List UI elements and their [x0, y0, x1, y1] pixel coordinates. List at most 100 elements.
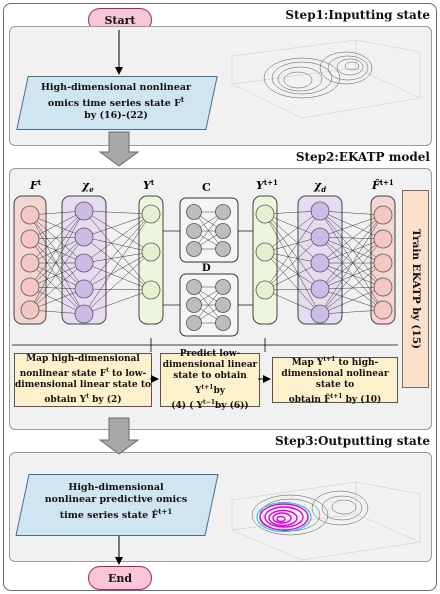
node-cd2-1	[186, 297, 202, 313]
connection	[83, 288, 152, 291]
output-line-1: High-dimensional	[68, 482, 164, 493]
connection	[83, 251, 152, 315]
connection	[319, 214, 384, 315]
connection	[83, 213, 152, 290]
connection	[319, 286, 384, 290]
output-sup: t+1	[158, 507, 173, 516]
input-line-2: omics time series state F	[47, 98, 181, 110]
node-cd2-2	[186, 315, 202, 331]
connection	[319, 262, 384, 311]
node-l5-2	[373, 253, 393, 273]
ekatp-network	[13, 195, 396, 337]
connection	[29, 210, 85, 311]
node-l5-0	[373, 205, 393, 225]
node-l4-2	[310, 253, 330, 273]
block-arrow-1	[98, 131, 140, 167]
box2-line-3: state to obtain Y	[173, 370, 247, 396]
connection	[264, 213, 321, 264]
connection	[29, 214, 85, 238]
connection	[83, 236, 152, 291]
connection	[29, 210, 85, 288]
node-l3-0	[255, 204, 275, 224]
connection	[83, 213, 152, 238]
connection	[83, 210, 152, 215]
box3-sup-1: t+1	[323, 356, 336, 363]
connection	[319, 236, 384, 288]
label-yt: Yt	[143, 178, 155, 192]
connection	[319, 210, 384, 216]
label-yt1: Yt+1	[256, 178, 278, 192]
end-label: End	[107, 571, 133, 585]
node-l2-1	[141, 242, 161, 262]
connection	[29, 262, 85, 290]
connection	[29, 238, 85, 264]
box1-sup-2: t	[86, 393, 89, 400]
connection	[29, 262, 85, 315]
train-ekatp-box: Train EKATP by (15)	[402, 190, 429, 388]
box3-sup-2: t+1	[330, 393, 343, 400]
connection	[29, 214, 85, 264]
box1-line-3: to low-	[112, 369, 147, 379]
box3-line-1: Map Y	[291, 358, 324, 368]
connection	[83, 210, 152, 253]
connection	[264, 251, 321, 290]
node-l3-2	[255, 280, 275, 300]
node-l1-3	[74, 279, 94, 299]
connection	[319, 286, 384, 315]
connection	[264, 210, 321, 253]
node-cd2-0	[186, 279, 202, 295]
box2-sup-2: t−1	[203, 398, 215, 406]
connection	[29, 286, 85, 315]
connection	[29, 262, 85, 288]
connection	[29, 236, 85, 264]
connection	[29, 236, 85, 288]
node-l4-0	[310, 201, 330, 221]
connection	[83, 213, 152, 315]
input-state-text: High-dimensional nonlinear omics time se…	[22, 82, 210, 122]
connection	[83, 251, 152, 290]
connection	[83, 251, 152, 264]
node-cd0-2	[186, 241, 202, 257]
node-l5-4	[373, 300, 393, 320]
node-l3-1	[255, 242, 275, 262]
connection	[319, 262, 384, 315]
node-cd0-0	[186, 204, 202, 220]
step1-title: Step1:Inputting state	[285, 8, 430, 22]
connection	[29, 288, 85, 311]
node-l2-0	[141, 204, 161, 224]
connection	[319, 236, 384, 264]
box2-sup-1: t+1	[201, 383, 214, 391]
node-l2-2	[141, 280, 161, 300]
box1-line-5: obtain Y	[44, 395, 87, 405]
connection	[319, 214, 384, 238]
connection	[29, 214, 85, 315]
connection	[319, 214, 384, 290]
node-l5-1	[373, 229, 393, 249]
box2-line-2: dimensional linear	[162, 359, 258, 370]
connection	[83, 236, 152, 253]
label-chi-e: χe	[81, 179, 94, 194]
attractor-plot-input	[231, 39, 421, 119]
node-l0-1	[20, 229, 40, 249]
connection	[29, 214, 85, 290]
node-l4-4	[310, 304, 330, 324]
box1-sup-1: t	[106, 367, 109, 374]
connection	[29, 210, 85, 240]
node-l1-1	[74, 227, 94, 247]
box3-line-2: to high-	[338, 358, 379, 368]
node-cd1-1	[215, 223, 231, 239]
connection	[264, 289, 321, 315]
box1-line-6: by (2)	[92, 395, 122, 405]
connection	[264, 236, 321, 253]
label-d: D	[202, 263, 211, 274]
node-cd3-1	[215, 297, 231, 313]
map-decode-box: Map Yt+1 to high- dimensional nolinear s…	[272, 356, 398, 405]
box2-line-5: (4) ( Y	[171, 400, 204, 411]
node-l1-0	[74, 201, 94, 221]
connection	[29, 238, 85, 290]
connection	[83, 262, 152, 291]
node-l0-4	[20, 300, 40, 320]
node-cd1-0	[215, 204, 231, 220]
node-l0-2	[20, 253, 40, 273]
